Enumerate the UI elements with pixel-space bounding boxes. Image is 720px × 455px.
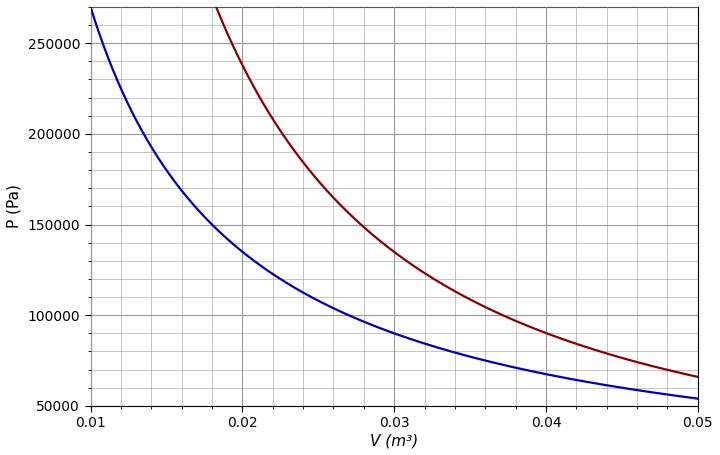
Y-axis label: P (Pa): P (Pa) bbox=[7, 184, 22, 228]
X-axis label: V (m³): V (m³) bbox=[370, 433, 418, 448]
